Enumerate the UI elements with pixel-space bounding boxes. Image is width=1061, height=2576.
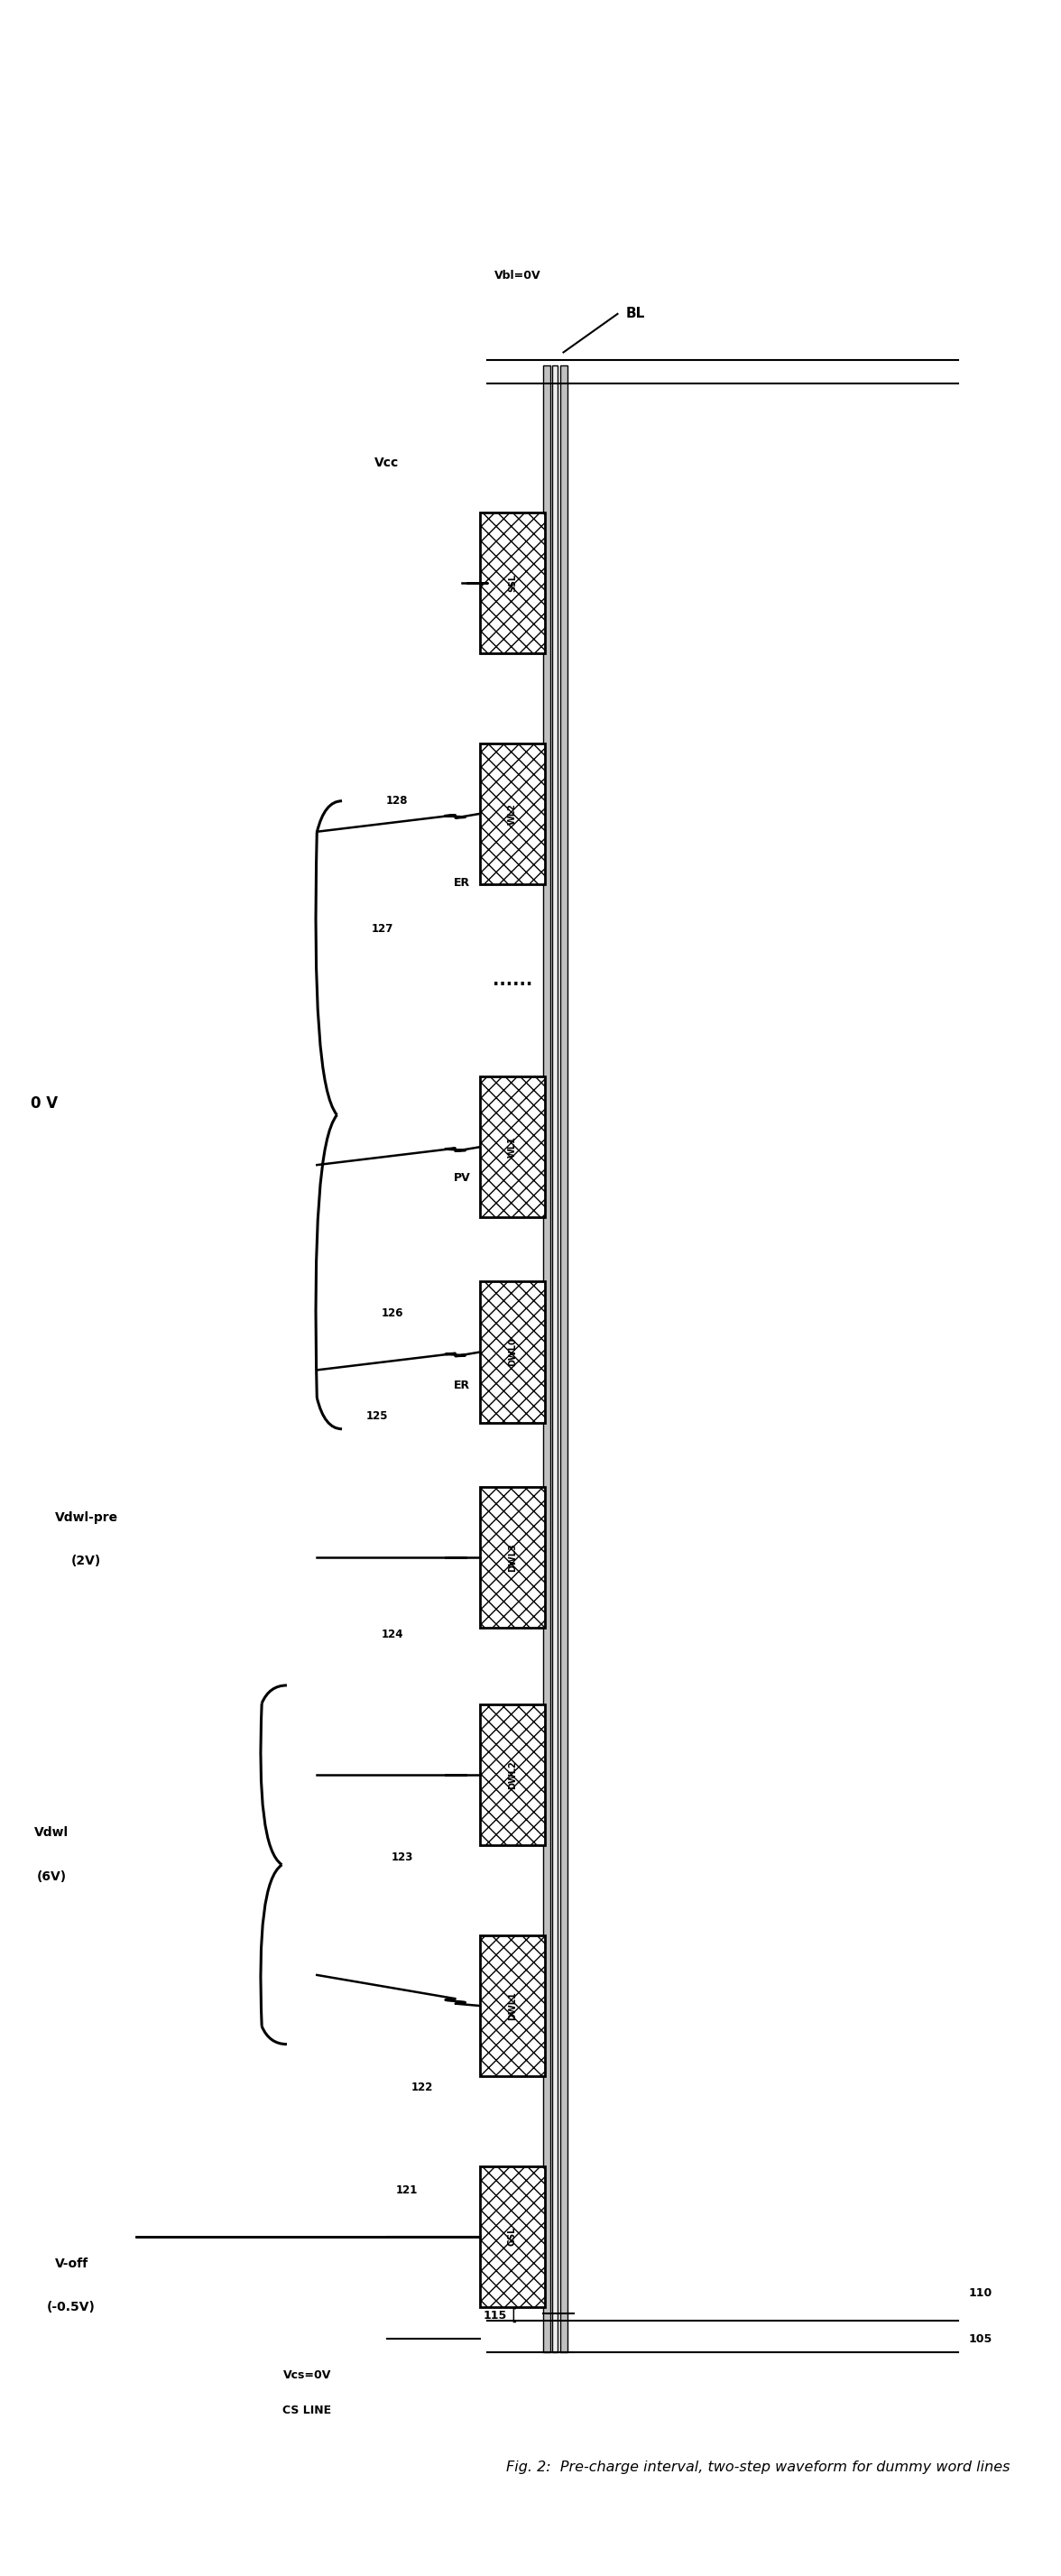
Bar: [480, 1935, 545, 2076]
Text: Vdwl: Vdwl: [34, 1826, 69, 1839]
Text: 127: 127: [371, 922, 393, 935]
Text: V-off: V-off: [55, 2257, 88, 2269]
Text: 121: 121: [396, 2184, 418, 2197]
Text: BL: BL: [626, 307, 645, 319]
Text: PV: PV: [454, 1172, 471, 1182]
Text: CS LINE: CS LINE: [282, 2406, 331, 2416]
Text: (2V): (2V): [71, 1556, 102, 1566]
Bar: [480, 1705, 545, 1844]
Text: (6V): (6V): [36, 1870, 66, 1883]
Text: (-0.5V): (-0.5V): [47, 2300, 95, 2313]
Text: Vcc: Vcc: [375, 456, 399, 469]
Text: 105: 105: [969, 2334, 992, 2344]
Bar: [480, 2166, 545, 2308]
Text: ......: ......: [492, 971, 533, 989]
Bar: [480, 1077, 545, 1218]
Bar: [480, 2166, 545, 2308]
Text: 110: 110: [969, 2287, 992, 2298]
Bar: [480, 1077, 545, 1218]
Text: GSL: GSL: [508, 2226, 517, 2246]
Text: SSL: SSL: [508, 574, 517, 592]
Text: [: [: [507, 2308, 518, 2324]
Text: Vcs=0V: Vcs=0V: [283, 2370, 331, 2380]
Text: 115: 115: [484, 2311, 507, 2321]
Bar: [480, 513, 545, 654]
Bar: [480, 744, 545, 884]
Text: WL2: WL2: [508, 804, 517, 824]
Text: ER: ER: [454, 876, 470, 889]
Text: 0 V: 0 V: [31, 1095, 58, 1113]
Bar: [553, 366, 557, 2352]
Text: 125: 125: [366, 1409, 388, 1422]
Text: Fig. 2:  Pre-charge interval, two-step waveform for dummy word lines: Fig. 2: Pre-charge interval, two-step wa…: [506, 2460, 1010, 2473]
Text: 124: 124: [381, 1628, 403, 1641]
Text: DWL2: DWL2: [508, 1762, 517, 1790]
Text: ER: ER: [454, 1381, 470, 1391]
Bar: [577, 366, 958, 2313]
Text: 123: 123: [392, 1852, 413, 1862]
Bar: [480, 1283, 545, 1422]
Text: WL1: WL1: [508, 1136, 517, 1157]
Bar: [480, 1283, 545, 1422]
Bar: [560, 366, 568, 2352]
Bar: [480, 513, 545, 654]
Text: DWL3: DWL3: [508, 1543, 517, 1571]
Bar: [480, 1486, 545, 1628]
Bar: [480, 1935, 545, 2076]
Text: Vbl=0V: Vbl=0V: [494, 270, 541, 281]
Bar: [480, 744, 545, 884]
Bar: [543, 366, 551, 2352]
Bar: [480, 1486, 545, 1628]
Text: Vdwl-pre: Vdwl-pre: [55, 1512, 118, 1525]
Text: 122: 122: [412, 2081, 433, 2094]
Text: DWL1: DWL1: [508, 1991, 517, 2020]
Bar: [480, 1705, 545, 1844]
Text: DWL0: DWL0: [508, 1337, 517, 1365]
Text: 128: 128: [386, 796, 408, 806]
Text: 126: 126: [381, 1309, 403, 1319]
